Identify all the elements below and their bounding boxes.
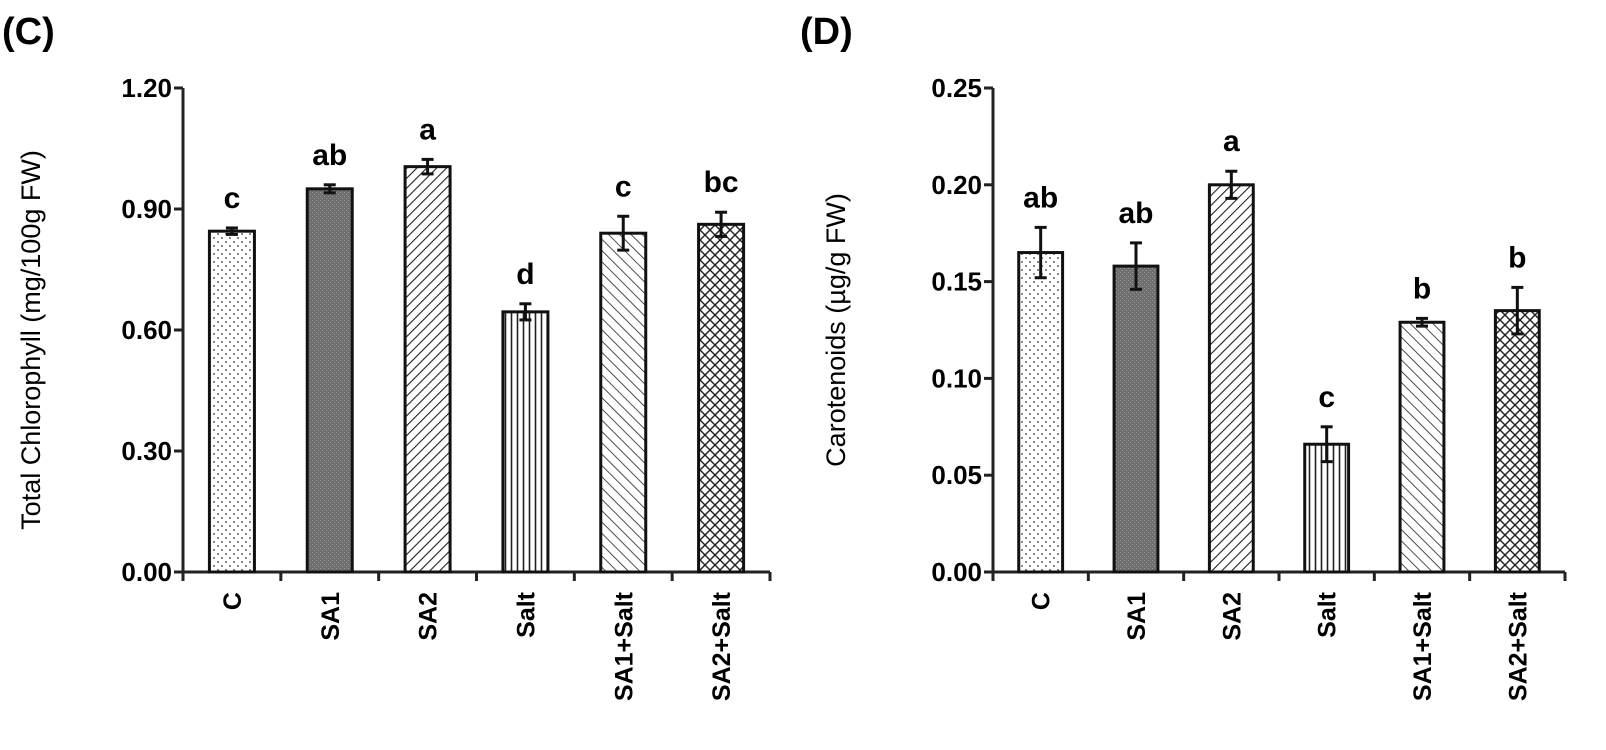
bar-sa2-salt [1493,309,1541,574]
y-tick-label: 0.05 [931,460,982,490]
significance-label: bc [704,166,739,199]
chart-panel-d: (D) Carotenoids (µg/g FW) 0.000.050.100.… [800,11,1567,701]
x-tick-label: SA1 [1123,592,1151,641]
bar-sa1-salt [599,231,648,574]
x-tick-label: Salt [512,591,540,638]
x-tick-label: SA1 [317,592,345,641]
chart-marks: 0.00 0.30 0.60 0.90 1.20 c Cab SA1 a SA2 d Salt c SA1… [121,73,772,701]
significance-label: c [1318,381,1335,414]
error-bar [1225,169,1238,200]
bar-sa1 [1112,264,1160,574]
bar-c [207,229,256,574]
panel-label: (C) [2,11,55,53]
x-tick-label: C [219,592,247,610]
error-bar [1511,285,1524,336]
significance-label: a [419,113,436,146]
error-bar [323,183,336,195]
bar-sa2 [403,165,452,574]
x-tick-label: Salt [1314,591,1342,638]
y-axis-title: Carotenoids (µg/g FW) [821,193,851,467]
y-axis-title: Total Chlorophyll (mg/100g FW) [16,150,46,530]
significance-label: d [516,258,534,291]
x-tick-label: SA2+Salt [708,591,736,701]
significance-label: c [615,170,632,203]
chart-marks: 0.00 0.05 0.10 0.15 0.20 0.25 ab Cab SA1 a SA2 c Sal… [931,73,1567,701]
y-tick-label: 0.00 [931,557,982,587]
y-tick-label: 0.60 [121,315,172,345]
significance-label: b [1413,272,1431,305]
error-bar [1034,225,1047,280]
y-tick-label: 0.30 [121,436,172,466]
y-tick-label: 0.25 [931,73,982,103]
significance-label: ab [1118,197,1153,230]
bar-sa2 [1207,183,1255,574]
bar-sa2-salt [697,222,746,574]
error-bar [1130,241,1142,291]
y-tick-label: 0.00 [121,557,172,587]
error-bar [421,157,434,176]
x-tick-label: SA2 [1218,592,1246,641]
bar-sa1 [305,187,354,574]
error-bar [617,214,630,252]
y-tick-label: 0.20 [931,170,982,200]
y-tick-label: 0.10 [931,363,982,393]
significance-label: ab [312,139,347,172]
x-tick-label: SA1+Salt [1409,591,1437,701]
significance-label: b [1508,241,1526,274]
y-tick-label: 1.20 [121,73,172,103]
error-bar [519,302,532,322]
bar-salt [1303,442,1351,574]
error-bar [1320,425,1333,464]
significance-label: c [224,182,241,215]
chart-panel-c: (C) Total Chlorophyll (mg/100g FW) 0.000… [2,11,772,701]
significance-label: ab [1023,181,1058,214]
x-tick-label: SA1+Salt [610,591,638,701]
x-tick-label: SA2 [415,592,443,641]
bar-c [1017,251,1065,574]
panel-label: (D) [800,11,853,53]
y-tick-label: 0.90 [121,194,172,224]
error-bar [225,226,238,236]
error-bar [715,210,728,238]
bar-salt [501,310,550,574]
x-tick-label: SA2+Salt [1504,591,1532,701]
bar-sa1-salt [1398,320,1446,574]
x-tick-label: C [1028,592,1056,610]
significance-label: a [1223,125,1240,158]
error-bar [1416,316,1428,328]
y-tick-label: 0.15 [931,267,982,297]
